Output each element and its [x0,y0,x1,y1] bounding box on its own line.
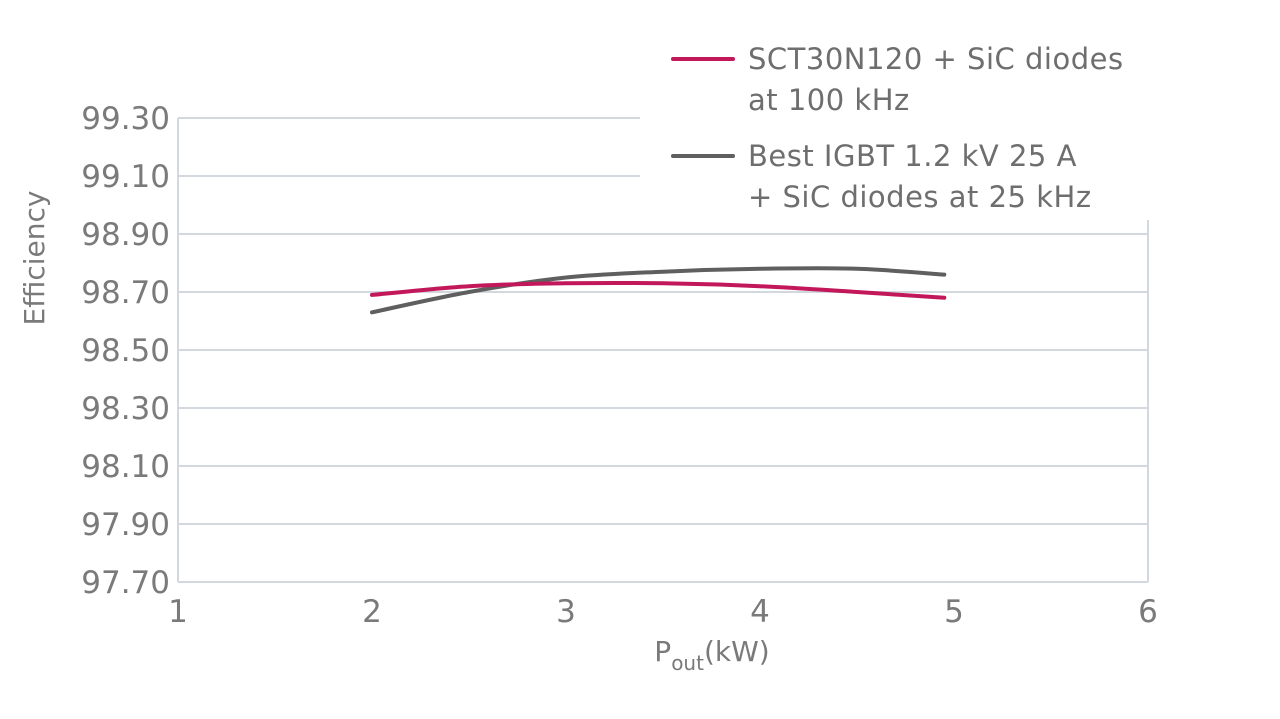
legend-background [640,30,1200,220]
series-lines [370,266,947,315]
y-tick-label: 99.10 [81,159,170,195]
x-tick-label: 2 [362,594,382,630]
legend-label: + SiC diodes at 25 kHz [748,180,1092,214]
y-tick-label: 98.90 [81,217,170,253]
y-tick-label: 97.70 [81,565,170,601]
x-tick-label: 5 [944,594,964,630]
y-tick-label: 97.90 [81,507,170,543]
y-tick-label: 98.50 [81,333,170,369]
legend: SCT30N120 + SiC diodes at 100 kHz Best IGB… [671,42,1124,214]
legend-label: at 100 kHz [748,83,910,117]
y-tick-label: 98.30 [81,391,170,427]
legend-label: Best IGBT 1.2 kV 25 A [748,139,1077,173]
y-tick-labels: 97.70 97.90 98.10 98.30 98.50 98.70 98.90 99.10… [81,101,170,601]
y-axis-title: Efficiency [18,191,51,326]
legend-item-2: Best IGBT 1.2 kV 25 A + SiC diodes at 25 … [671,139,1092,214]
x-axis-title-subscript: out [671,651,704,675]
series-line-2 [370,266,947,315]
x-axis-title-unit: (kW) [704,635,770,668]
x-tick-label: 3 [556,594,576,630]
y-tick-label: 98.70 [81,275,170,311]
x-axis-title: Pout(kW) [654,635,769,675]
y-tick-label: 99.30 [81,101,170,137]
x-axis-title-main: P [654,635,671,668]
legend-label: SCT30N120 + SiC diodes [748,42,1124,76]
x-tick-label: 4 [750,594,770,630]
x-tick-label: 1 [168,594,188,630]
x-tick-labels: 1 2 3 4 5 6 [168,594,1158,630]
y-tick-label: 98.10 [81,449,170,485]
series-line-1 [370,280,947,300]
legend-item-1: SCT30N120 + SiC diodes at 100 kHz [671,42,1124,117]
x-tick-label: 6 [1138,594,1158,630]
